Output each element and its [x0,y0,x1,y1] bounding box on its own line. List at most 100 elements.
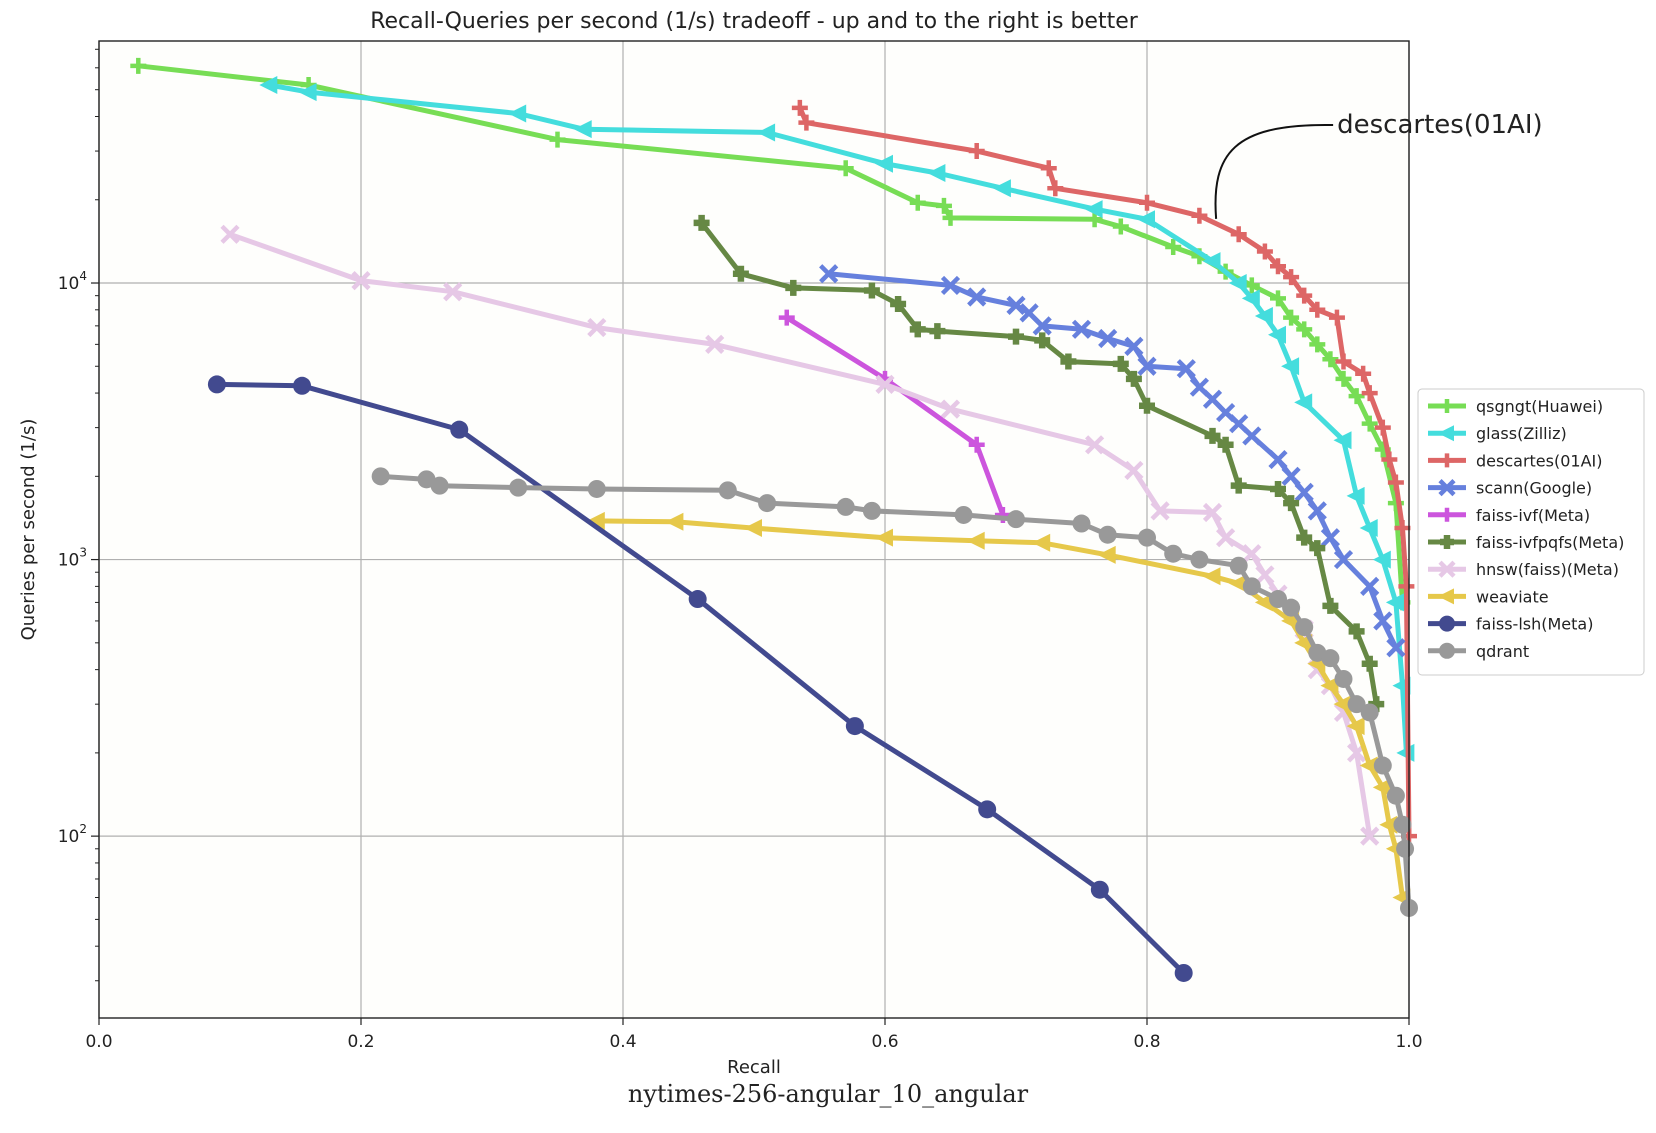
data-point [1282,598,1301,617]
data-point [1283,495,1300,512]
data-point [1217,436,1234,453]
data-point [1320,528,1340,548]
legend-label: descartes(01AI) [1476,451,1602,470]
data-point [1060,353,1077,370]
data-point [1348,388,1365,405]
data-point [757,123,776,142]
data-point [1361,385,1378,402]
data-point [927,163,946,182]
figure-caption: nytimes-256-angular_10_angular [628,1080,1029,1108]
data-point [862,501,881,520]
series-scann-google [819,264,1406,658]
data-point [758,494,777,513]
legend-entry: glass(Zilliz) [1428,424,1567,443]
data-point [1204,427,1221,444]
data-point [1295,618,1314,637]
data-point [1322,597,1339,614]
data-point [509,478,528,497]
data-point [1008,328,1024,345]
data-point [968,143,985,160]
data-point [1328,309,1345,326]
legend-swatch-marker [1440,453,1454,468]
legend-swatch-marker [1439,642,1455,659]
data-point [1348,623,1365,640]
data-point [778,309,795,326]
data-point [1139,397,1155,414]
x-axis-label: Recall [727,1057,781,1078]
data-point [1381,451,1398,468]
x-tick-label: 1.0 [1395,1032,1422,1052]
data-point [954,505,973,524]
data-point [1309,540,1326,557]
series-qdrant [371,467,1418,917]
x-tick-label: 0.8 [1133,1032,1160,1052]
data-point [1294,393,1313,412]
data-point [371,467,390,486]
plot-frame [98,40,1410,1019]
data-point [1270,480,1286,497]
data-point [220,224,240,244]
data-point [966,531,985,550]
y-tick-base: 10 [58,551,80,571]
legend-swatch-marker [1440,535,1454,549]
data-point [1176,359,1196,379]
data-point [688,590,707,609]
legend: qsgngt(Huawei) glass(Zilliz) descartes(01A… [1417,388,1645,676]
data-point [1090,880,1109,899]
data-point [1174,963,1193,982]
data-point [207,375,226,394]
data-point [1296,529,1313,546]
data-point [1241,289,1260,308]
data-point [259,75,278,94]
annotation-connector [1214,124,1334,219]
legend-label: qsgngt(Huawei) [1476,397,1603,416]
data-point [298,83,317,102]
data-point [1393,815,1412,834]
data-point [1309,336,1326,353]
legend-entry: scann(Google) [1428,479,1592,498]
data-point [430,476,449,495]
data-point [1072,514,1091,533]
data-point [1202,502,1223,523]
data-point [1386,786,1405,805]
data-point [1372,778,1391,797]
data-point [875,154,893,173]
data-point [1138,528,1156,547]
legend-label: qdrant [1476,642,1529,661]
legend-label: faiss-lsh(Meta) [1476,615,1593,634]
data-point [1269,590,1287,609]
data-point [1150,501,1170,521]
y-tick-exponent: 3 [79,546,87,560]
data-point [1230,226,1247,243]
legend-swatch-marker [1440,507,1454,522]
data-point [1242,544,1262,564]
data-point [875,374,895,394]
data-point [1164,544,1183,563]
data-point [1355,365,1372,382]
legend-entry: qsgngt(Huawei) [1428,397,1603,416]
data-point [967,287,987,307]
data-point [293,376,312,395]
series-faiss-lsh-meta [207,375,1193,982]
data-point [1320,676,1339,695]
data-point [1125,370,1142,387]
data-point [1379,815,1398,834]
legend-box [1417,388,1645,676]
legend-swatch-marker [1438,425,1454,442]
data-point [744,519,762,538]
data-point [1124,460,1144,481]
data-point [1396,839,1415,858]
data-point [1097,545,1116,564]
data-point [1202,567,1221,586]
data-point [450,420,469,439]
data-point [1372,550,1391,569]
data-point [1294,482,1314,502]
legend-entry: qdrant [1428,642,1529,661]
data-point [1347,695,1366,714]
series-line [216,381,1186,975]
data-point [819,264,839,284]
annotation: descartes(01AI) [1214,110,1543,219]
data-point [1254,593,1273,612]
legend-label: hnsw(faiss)(Meta) [1476,560,1619,579]
data-point [705,334,725,354]
